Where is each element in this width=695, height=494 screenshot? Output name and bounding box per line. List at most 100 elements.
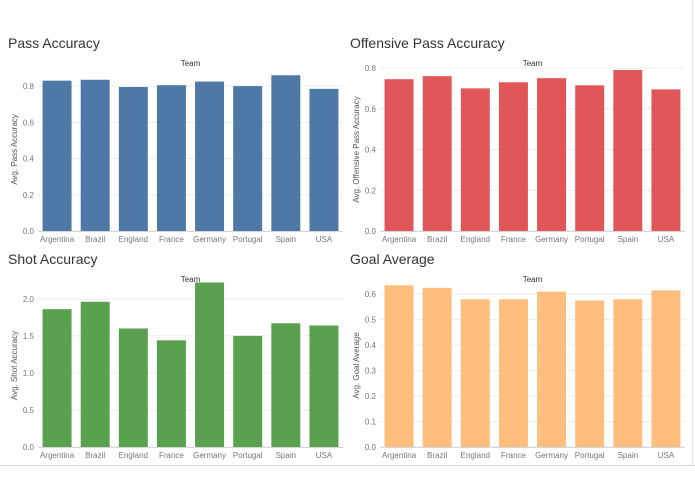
shot-accuracy-xtick-label: Argentina bbox=[40, 451, 75, 460]
shot-accuracy-bar-portugal bbox=[233, 335, 263, 447]
offensive-pass-accuracy-ytick-label: 0.8 bbox=[365, 64, 377, 73]
shot-accuracy-xtick-label: Portugal bbox=[233, 451, 263, 460]
shot-accuracy-bar-usa bbox=[309, 325, 339, 447]
goal-average-bar-portugal bbox=[575, 300, 605, 447]
goal-average-ylabel: Avg. Goal Average bbox=[352, 332, 361, 399]
pass-accuracy-ytick-label: 0.4 bbox=[23, 155, 35, 164]
offensive-pass-accuracy-column-header: Team bbox=[523, 59, 543, 68]
goal-average-xtick-label: Portugal bbox=[575, 451, 605, 460]
offensive-pass-accuracy-xtick-label: Portugal bbox=[575, 235, 605, 244]
pass-accuracy-ytick-label: 0.6 bbox=[23, 118, 35, 127]
shot-accuracy-ytick-label: 1.0 bbox=[23, 369, 35, 378]
pass-accuracy-ylabel: Avg. Pass Accuracy bbox=[10, 114, 19, 185]
goal-average-ytick-label: 0.1 bbox=[365, 418, 377, 427]
pass-accuracy-bar-spain bbox=[271, 75, 301, 231]
pass-accuracy-xtick-label: Argentina bbox=[40, 235, 75, 244]
pass-accuracy-xtick-label: Germany bbox=[193, 235, 226, 244]
offensive-pass-accuracy-ytick-label: 0.0 bbox=[365, 227, 377, 236]
goal-average-xtick-label: Argentina bbox=[382, 451, 417, 460]
goal-average-bar-england bbox=[460, 299, 490, 447]
offensive-pass-accuracy-xtick-label: USA bbox=[658, 235, 675, 244]
goal-average-column-header: Team bbox=[523, 275, 543, 284]
goal-average-ytick-label: 0.0 bbox=[365, 443, 377, 452]
goal-average-ytick-label: 0.6 bbox=[365, 290, 377, 299]
offensive-pass-accuracy-bar-brazil bbox=[422, 76, 452, 232]
offensive-pass-accuracy-ylabel: Avg. Offensive Pass Accuracy bbox=[352, 96, 361, 202]
shot-accuracy-ytick-label: 1.5 bbox=[23, 332, 35, 341]
shot-accuracy-xtick-label: England bbox=[119, 451, 148, 460]
goal-average-ytick-label: 0.2 bbox=[365, 392, 377, 401]
goal-average-bar-usa bbox=[651, 290, 681, 447]
offensive-pass-accuracy-bar-germany bbox=[537, 78, 567, 231]
goal-average-xtick-label: USA bbox=[658, 451, 675, 460]
offensive-pass-accuracy-bar-england bbox=[460, 88, 490, 231]
shot-accuracy-title: Shot Accuracy bbox=[8, 251, 98, 267]
goal-average-xtick-label: Brazil bbox=[427, 451, 447, 460]
offensive-pass-accuracy-xtick-label: Argentina bbox=[382, 235, 417, 244]
offensive-pass-accuracy-bar-spain bbox=[613, 70, 643, 231]
shot-accuracy-xtick-label: Brazil bbox=[85, 451, 105, 460]
pass-accuracy-xtick-label: Spain bbox=[276, 235, 296, 244]
shot-accuracy-xtick-label: Spain bbox=[276, 451, 296, 460]
shot-accuracy-ylabel: Avg. Shot Accuracy bbox=[10, 331, 19, 400]
goal-average-bar-brazil bbox=[422, 287, 452, 447]
goal-average-bar-germany bbox=[537, 291, 567, 447]
pass-accuracy-ytick-label: 0.2 bbox=[23, 191, 35, 200]
goal-average-xtick-label: Germany bbox=[535, 451, 568, 460]
right-divider bbox=[692, 0, 693, 466]
goal-average-ytick-label: 0.5 bbox=[365, 316, 377, 325]
shot-accuracy-bar-brazil bbox=[80, 301, 110, 447]
offensive-pass-accuracy-ytick-label: 0.4 bbox=[365, 146, 377, 155]
goal-average-xtick-label: France bbox=[501, 451, 526, 460]
goal-average-bar-spain bbox=[613, 299, 643, 447]
shot-accuracy-column-header: Team bbox=[181, 275, 201, 284]
offensive-pass-accuracy-bar-argentina bbox=[384, 79, 414, 231]
shot-accuracy-bar-france bbox=[156, 340, 186, 447]
offensive-pass-accuracy-title: Offensive Pass Accuracy bbox=[350, 35, 505, 51]
pass-accuracy-xtick-label: Portugal bbox=[233, 235, 263, 244]
offensive-pass-accuracy-bar-france bbox=[498, 82, 528, 231]
pass-accuracy-title: Pass Accuracy bbox=[8, 35, 100, 51]
pass-accuracy-bar-usa bbox=[309, 88, 339, 231]
shot-accuracy-xtick-label: France bbox=[159, 451, 184, 460]
shot-accuracy-ytick-label: 2.0 bbox=[23, 295, 35, 304]
pass-accuracy-bar-england bbox=[118, 87, 148, 232]
goal-average-xtick-label: England bbox=[461, 451, 490, 460]
shot-accuracy-xtick-label: Germany bbox=[193, 451, 226, 460]
pass-accuracy-bar-germany bbox=[195, 81, 225, 231]
shot-accuracy-xtick-label: USA bbox=[316, 451, 333, 460]
shot-accuracy-bar-spain bbox=[271, 323, 301, 447]
pass-accuracy-xtick-label: Brazil bbox=[85, 235, 105, 244]
pass-accuracy-bar-brazil bbox=[80, 79, 110, 232]
pass-accuracy-xtick-label: England bbox=[119, 235, 148, 244]
bottom-divider bbox=[0, 465, 695, 466]
pass-accuracy-ytick-label: 0.0 bbox=[23, 227, 35, 236]
goal-average-bar-france bbox=[498, 299, 528, 447]
shot-accuracy-ytick-label: 0.5 bbox=[23, 406, 35, 415]
shot-accuracy-ytick-label: 0.0 bbox=[23, 443, 35, 452]
shot-accuracy-bar-argentina bbox=[42, 309, 72, 447]
goal-average-ytick-label: 0.3 bbox=[365, 367, 377, 376]
goal-average-xtick-label: Spain bbox=[618, 451, 638, 460]
offensive-pass-accuracy-xtick-label: England bbox=[461, 235, 490, 244]
goal-average-ytick-label: 0.4 bbox=[365, 341, 377, 350]
pass-accuracy-ytick-label: 0.8 bbox=[23, 82, 35, 91]
offensive-pass-accuracy-bar-portugal bbox=[575, 85, 605, 231]
pass-accuracy-column-header: Team bbox=[181, 59, 201, 68]
offensive-pass-accuracy-ytick-label: 0.6 bbox=[365, 105, 377, 114]
shot-accuracy-bar-germany bbox=[195, 282, 225, 447]
offensive-pass-accuracy-xtick-label: Brazil bbox=[427, 235, 447, 244]
shot-accuracy-bar-england bbox=[118, 328, 148, 447]
offensive-pass-accuracy-xtick-label: Spain bbox=[618, 235, 638, 244]
offensive-pass-accuracy-xtick-label: Germany bbox=[535, 235, 568, 244]
pass-accuracy-bar-portugal bbox=[233, 86, 263, 231]
offensive-pass-accuracy-xtick-label: France bbox=[501, 235, 526, 244]
goal-average-title: Goal Average bbox=[350, 251, 435, 267]
pass-accuracy-bar-france bbox=[156, 85, 186, 231]
goal-average-bar-argentina bbox=[384, 285, 414, 447]
pass-accuracy-bar-argentina bbox=[42, 80, 72, 231]
offensive-pass-accuracy-bar-usa bbox=[651, 89, 681, 231]
offensive-pass-accuracy-ytick-label: 0.2 bbox=[365, 186, 377, 195]
pass-accuracy-xtick-label: France bbox=[159, 235, 184, 244]
